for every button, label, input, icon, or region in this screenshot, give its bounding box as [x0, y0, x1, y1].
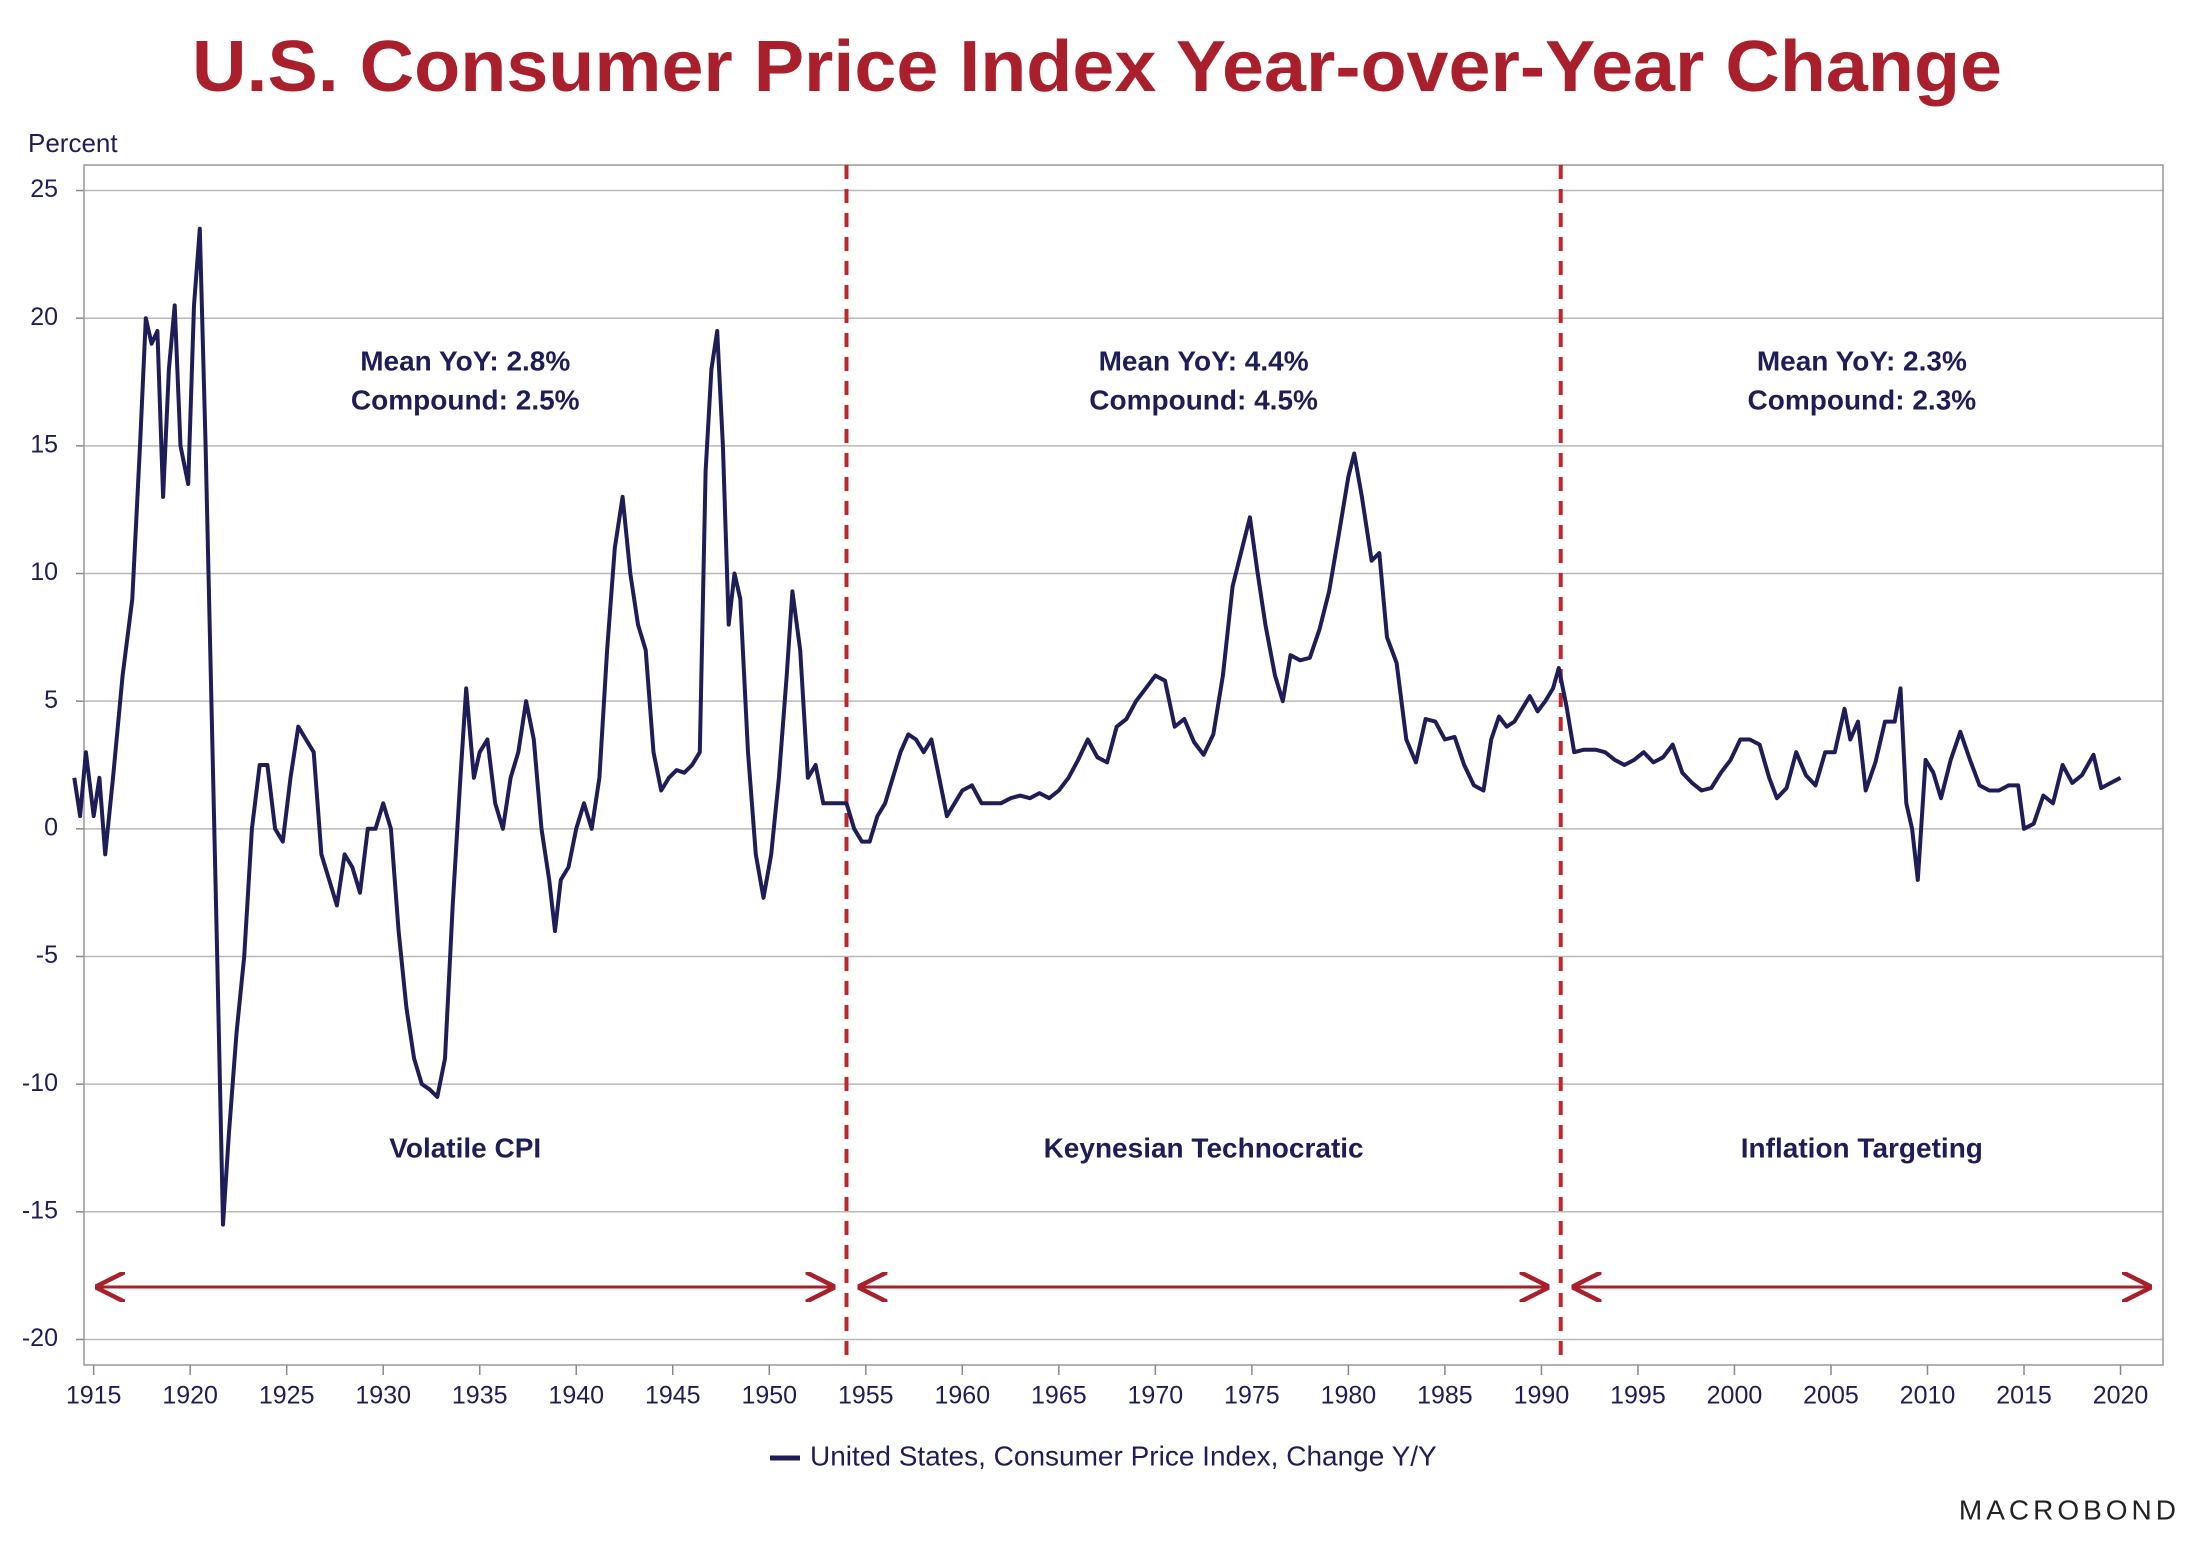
x-tick-label: 1990 — [1514, 1382, 1570, 1410]
source: MACROBOND — [1959, 1494, 2180, 1525]
x-tick-label: 2020 — [2093, 1382, 2149, 1410]
y-tick-label: 20 — [30, 303, 58, 331]
region-mean: Mean YoY: 4.4% — [1099, 345, 1309, 376]
x-tick-label: 1955 — [838, 1382, 894, 1410]
region-mean: Mean YoY: 2.8% — [360, 345, 570, 376]
x-tick-label: 1915 — [66, 1382, 122, 1410]
region-compound: Compound: 2.3% — [1748, 384, 1977, 415]
x-tick-label: 1985 — [1417, 1382, 1473, 1410]
x-tick-label: 1935 — [452, 1382, 508, 1410]
x-tick-label: 1965 — [1031, 1382, 1087, 1410]
region-compound: Compound: 2.5% — [351, 384, 580, 415]
x-tick-label: 2005 — [1803, 1382, 1859, 1410]
x-tick-label: 2015 — [1996, 1382, 2052, 1410]
y-tick-label: -15 — [22, 1196, 58, 1224]
x-tick-label: 1970 — [1128, 1382, 1184, 1410]
region-label: Volatile CPI — [389, 1132, 541, 1163]
x-tick-label: 2000 — [1707, 1382, 1763, 1410]
region-mean: Mean YoY: 2.3% — [1757, 345, 1967, 376]
x-tick-label: 1950 — [741, 1382, 797, 1410]
x-tick-label: 1975 — [1224, 1382, 1280, 1410]
x-tick-label: 1925 — [259, 1382, 315, 1410]
x-tick-label: 1980 — [1321, 1382, 1377, 1410]
x-tick-label: 1920 — [162, 1382, 218, 1410]
region-compound: Compound: 4.5% — [1089, 384, 1318, 415]
series-line — [72, 226, 2122, 1227]
y-tick-label: -20 — [22, 1324, 58, 1352]
legend-label: United States, Consumer Price Index, Cha… — [810, 1440, 1437, 1471]
chart-title: U.S. Consumer Price Index Year-over-Year… — [192, 27, 2002, 107]
y-tick-label: 5 — [44, 686, 58, 714]
y-tick-label: -5 — [36, 941, 58, 969]
y-tick-label: -10 — [22, 1069, 58, 1097]
x-tick-label: 1940 — [548, 1382, 604, 1410]
x-tick-label: 1930 — [355, 1382, 411, 1410]
y-tick-label: 25 — [30, 175, 58, 203]
y-tick-label: 15 — [30, 430, 58, 458]
x-tick-label: 2010 — [1900, 1382, 1956, 1410]
y-tick-label: 10 — [30, 558, 58, 586]
region-label: Inflation Targeting — [1741, 1132, 1983, 1163]
x-tick-label: 1995 — [1610, 1382, 1666, 1410]
x-tick-label: 1960 — [935, 1382, 991, 1410]
y-axis-label: Percent — [28, 128, 118, 158]
region-label: Keynesian Technocratic — [1044, 1132, 1364, 1163]
y-tick-label: 0 — [44, 813, 58, 841]
x-tick-label: 1945 — [645, 1382, 701, 1410]
